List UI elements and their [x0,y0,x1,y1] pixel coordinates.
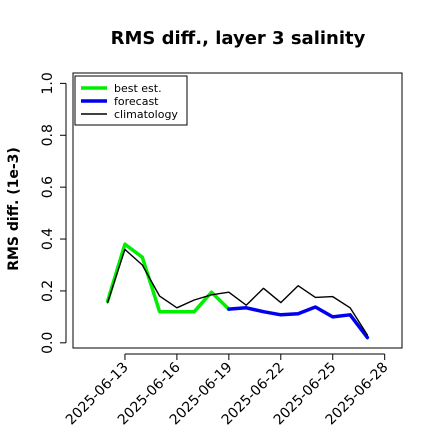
y-axis: 0.0 0.2 0.4 0.6 0.8 1.0 [40,72,67,354]
legend-label: best est. [114,82,162,95]
x-axis: 2025-06-132025-06-162025-06-192025-06-22… [63,353,392,428]
y-tick-label: 0.4 [40,228,56,250]
series-line-climatology [106,248,369,336]
y-tick-label: 0.6 [40,176,56,198]
y-tick-label: 0.8 [40,124,56,146]
series-layer [105,242,370,340]
legend-label: forecast [114,95,159,108]
y-tick-label: 0.2 [40,280,56,302]
y-tick-label: 0.0 [40,332,56,354]
y-tick-label: 1.0 [40,72,56,94]
plot-frame [72,72,403,349]
chart-title: RMS diff., layer 3 salinity [111,28,366,49]
y-axis-label: RMS diff. (1e-3) [6,147,22,271]
legend-label: climatology [114,108,178,121]
series-line-forecast [227,305,370,340]
